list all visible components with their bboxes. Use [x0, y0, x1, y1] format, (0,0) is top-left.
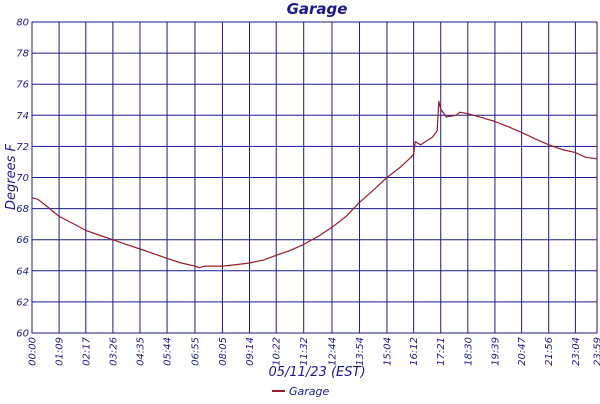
x-tick-label: 16:12 — [409, 337, 420, 366]
y-tick-label: 80 — [16, 18, 29, 29]
y-tick-label: 76 — [16, 80, 29, 91]
x-tick-label: 19:39 — [490, 337, 501, 366]
x-tick-label: 17:21 — [436, 337, 447, 366]
y-axis-label: Degrees F — [4, 143, 19, 210]
x-tick-label: 18:30 — [463, 337, 474, 366]
x-tick-label: 23:59 — [593, 337, 600, 366]
x-tick-label: 23:04 — [571, 337, 582, 366]
x-tick-label: 00:00 — [28, 337, 39, 366]
x-tick-label: 09:14 — [245, 337, 256, 366]
y-tick-label: 64 — [16, 266, 29, 277]
x-tick-label: 21:56 — [544, 337, 555, 366]
y-tick-label: 78 — [16, 49, 29, 60]
x-tick-label: 05:44 — [163, 337, 174, 366]
y-tick-label: 66 — [16, 235, 29, 246]
grid-lines — [32, 22, 597, 333]
y-tick-label: 62 — [16, 297, 29, 308]
series-layer — [32, 101, 597, 267]
x-tick-label: 12:44 — [327, 337, 338, 366]
x-axis-ticks: 00:00 01:09 02:17 03:26 04:35 05:44 06:55 08:05… — [28, 336, 600, 365]
series-line-garage — [32, 101, 597, 267]
x-tick-label: 13:54 — [355, 337, 366, 366]
x-tick-label: 06:55 — [190, 337, 201, 366]
chart-title: Garage — [287, 0, 348, 18]
x-tick-label: 02:17 — [81, 336, 92, 365]
x-axis-label: 05/11/23 (EST) — [268, 365, 365, 380]
x-tick-label: 20:47 — [517, 336, 528, 365]
x-tick-label: 08:05 — [218, 337, 229, 366]
x-tick-label: 01:09 — [55, 337, 66, 366]
legend-label: Garage — [289, 385, 330, 398]
x-tick-label: 03:26 — [108, 337, 119, 366]
x-tick-label: 04:35 — [135, 337, 146, 366]
legend: Garage — [272, 385, 330, 398]
y-tick-label: 74 — [16, 111, 29, 122]
x-tick-label: 11:32 — [299, 337, 310, 366]
x-tick-label: 10:22 — [272, 337, 283, 366]
x-tick-label: 15:04 — [382, 337, 393, 366]
